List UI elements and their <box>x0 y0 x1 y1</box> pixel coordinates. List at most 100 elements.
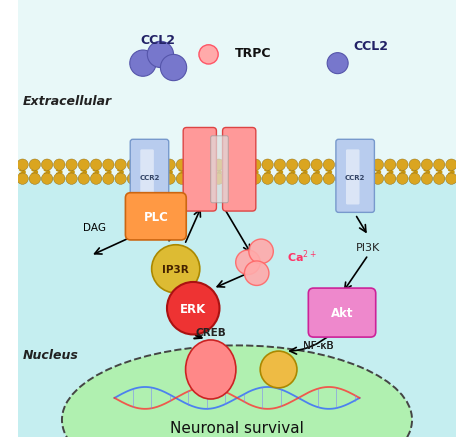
Circle shape <box>260 351 297 388</box>
Circle shape <box>147 42 173 68</box>
Circle shape <box>127 173 138 185</box>
Circle shape <box>384 173 396 185</box>
Circle shape <box>311 159 322 171</box>
FancyBboxPatch shape <box>183 128 217 212</box>
Circle shape <box>225 173 237 185</box>
Circle shape <box>201 159 212 171</box>
FancyBboxPatch shape <box>223 128 256 212</box>
FancyBboxPatch shape <box>126 193 186 240</box>
Circle shape <box>91 173 102 185</box>
Bar <box>18 1 456 177</box>
Text: IP3: IP3 <box>172 212 188 222</box>
Circle shape <box>201 173 212 185</box>
Circle shape <box>54 159 65 171</box>
Circle shape <box>189 159 200 171</box>
Circle shape <box>127 159 138 171</box>
Circle shape <box>164 173 175 185</box>
Circle shape <box>336 173 347 185</box>
Circle shape <box>421 173 433 185</box>
Circle shape <box>17 159 28 171</box>
Circle shape <box>372 159 383 171</box>
Circle shape <box>29 173 40 185</box>
Circle shape <box>323 173 335 185</box>
Circle shape <box>409 159 420 171</box>
Circle shape <box>115 173 126 185</box>
Circle shape <box>446 159 457 171</box>
Circle shape <box>213 173 224 185</box>
Circle shape <box>160 55 187 81</box>
Circle shape <box>286 159 298 171</box>
FancyBboxPatch shape <box>308 288 376 337</box>
Circle shape <box>78 173 90 185</box>
Ellipse shape <box>186 340 236 399</box>
Circle shape <box>446 173 457 185</box>
Circle shape <box>29 159 40 171</box>
Circle shape <box>274 159 285 171</box>
Text: Ca$^{2+}$: Ca$^{2+}$ <box>287 248 317 265</box>
Circle shape <box>237 173 249 185</box>
Circle shape <box>323 159 335 171</box>
Circle shape <box>164 159 175 171</box>
Circle shape <box>167 283 219 335</box>
Circle shape <box>348 159 359 171</box>
Circle shape <box>130 51 156 77</box>
Circle shape <box>348 173 359 185</box>
Circle shape <box>176 159 188 171</box>
Ellipse shape <box>62 346 412 438</box>
Circle shape <box>274 173 285 185</box>
Circle shape <box>327 53 348 74</box>
Circle shape <box>434 159 445 171</box>
Circle shape <box>372 173 383 185</box>
Text: PLC: PLC <box>144 210 168 223</box>
Circle shape <box>397 173 408 185</box>
Circle shape <box>66 173 77 185</box>
FancyBboxPatch shape <box>346 150 360 205</box>
Circle shape <box>262 159 273 171</box>
Circle shape <box>262 173 273 185</box>
Text: Akt: Akt <box>331 307 353 319</box>
Circle shape <box>189 173 200 185</box>
Circle shape <box>360 173 371 185</box>
FancyBboxPatch shape <box>130 140 169 213</box>
Circle shape <box>139 159 151 171</box>
Circle shape <box>249 240 273 264</box>
Circle shape <box>91 159 102 171</box>
Circle shape <box>41 173 53 185</box>
Circle shape <box>397 159 408 171</box>
FancyBboxPatch shape <box>140 150 154 205</box>
Text: Nucleus: Nucleus <box>23 348 78 361</box>
Circle shape <box>336 159 347 171</box>
Circle shape <box>299 173 310 185</box>
Circle shape <box>250 173 261 185</box>
Circle shape <box>409 173 420 185</box>
Circle shape <box>384 159 396 171</box>
Circle shape <box>41 159 53 171</box>
Circle shape <box>139 173 151 185</box>
Text: IP3R: IP3R <box>163 264 189 274</box>
Text: Extracellular: Extracellular <box>23 95 112 108</box>
Text: CCL2: CCL2 <box>353 40 388 53</box>
Circle shape <box>115 159 126 171</box>
Circle shape <box>250 159 261 171</box>
Circle shape <box>152 173 163 185</box>
Circle shape <box>245 261 269 286</box>
Text: ERK: ERK <box>180 302 206 315</box>
Text: PI3K: PI3K <box>356 242 381 252</box>
Circle shape <box>152 245 200 293</box>
Text: TRPC: TRPC <box>235 46 271 60</box>
Text: CCR2: CCR2 <box>139 174 160 180</box>
Circle shape <box>225 159 237 171</box>
Text: Neuronal survival: Neuronal survival <box>170 420 304 435</box>
Circle shape <box>152 159 163 171</box>
Text: NF-κB: NF-κB <box>302 341 333 350</box>
Circle shape <box>237 159 249 171</box>
Text: NF-κB: NF-κB <box>302 341 333 350</box>
Circle shape <box>103 159 114 171</box>
Text: DAG: DAG <box>83 223 106 233</box>
Circle shape <box>286 173 298 185</box>
Circle shape <box>78 159 90 171</box>
Text: CCR2: CCR2 <box>345 174 365 180</box>
Circle shape <box>213 159 224 171</box>
Circle shape <box>66 159 77 171</box>
Circle shape <box>54 173 65 185</box>
